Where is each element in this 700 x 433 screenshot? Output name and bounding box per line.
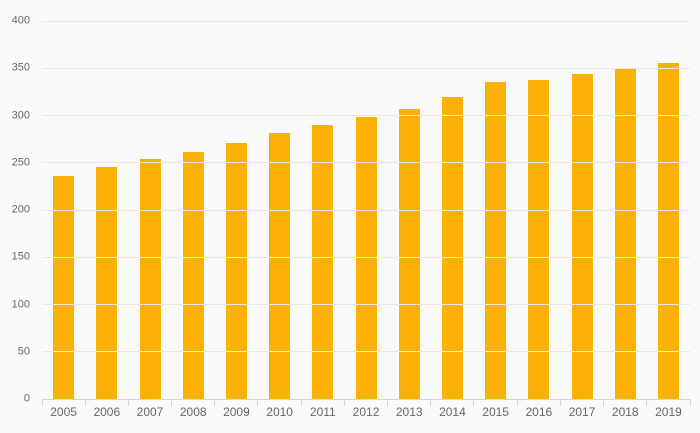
bar-slot-2009 xyxy=(215,21,258,399)
bar-2011[interactable] xyxy=(312,124,334,399)
bar-2017[interactable] xyxy=(571,73,593,399)
x-axis-tick xyxy=(516,400,518,406)
bar-slot-2013 xyxy=(388,21,431,399)
bar-2008[interactable] xyxy=(182,152,204,399)
bar-2009[interactable] xyxy=(225,142,247,399)
y-tick-label-200: 200 xyxy=(11,203,30,216)
x-axis-tick xyxy=(387,400,389,406)
x-tick-label-2008: 2008 xyxy=(179,405,207,419)
bar-2014[interactable] xyxy=(441,96,463,399)
bar-2012[interactable] xyxy=(355,117,377,399)
x-axis-tick xyxy=(689,400,691,406)
gridline-250 xyxy=(42,162,690,164)
bar-slot-2012 xyxy=(344,21,387,399)
bar-2013[interactable] xyxy=(398,108,420,399)
y-tick-label-350: 350 xyxy=(11,61,30,74)
x-axis-tick xyxy=(41,400,43,406)
x-axis-tick xyxy=(603,400,605,406)
x-tick-label-2015: 2015 xyxy=(482,405,509,419)
x-axis-line xyxy=(42,399,691,400)
bar-2016[interactable] xyxy=(528,79,550,399)
x-axis-tick xyxy=(127,400,129,406)
x-tick-label-2007: 2007 xyxy=(136,405,164,419)
bar-slot-2010 xyxy=(258,21,301,399)
bar-slot-2007 xyxy=(128,21,171,399)
plot-area xyxy=(42,20,690,399)
bar-slot-2006 xyxy=(85,21,128,399)
bar-2006[interactable] xyxy=(96,166,118,399)
gridline-200 xyxy=(42,209,690,211)
y-tick-label-0: 0 xyxy=(23,392,30,405)
y-tick-label-50: 50 xyxy=(17,345,30,358)
x-tick-label-2009: 2009 xyxy=(223,405,250,419)
x-axis-tick xyxy=(214,400,216,406)
bar-slot-2019 xyxy=(647,21,690,399)
x-axis-tick xyxy=(559,400,561,406)
x-axis-tick xyxy=(646,400,648,406)
bar-2015[interactable] xyxy=(485,82,507,399)
y-tick-label-300: 300 xyxy=(11,109,30,121)
y-axis: 0 50 100 150 200 250 300 350 400 xyxy=(0,15,30,404)
x-axis-tick xyxy=(84,400,86,406)
bar-2019[interactable] xyxy=(657,62,679,399)
bar-slot-2005 xyxy=(42,21,85,399)
bar-2005[interactable] xyxy=(53,175,75,399)
bar-slot-2015 xyxy=(474,21,517,399)
bar-slot-2011 xyxy=(301,21,344,399)
bar-slot-2014 xyxy=(431,21,474,399)
x-tick-label-2016: 2016 xyxy=(525,405,553,419)
x-axis-tick xyxy=(430,400,432,406)
bar-slot-2008 xyxy=(172,21,215,399)
bars-container xyxy=(42,21,690,399)
x-axis-tick xyxy=(473,400,475,406)
gridline-300 xyxy=(42,115,690,116)
x-tick-label-2017: 2017 xyxy=(568,405,596,419)
x-tick-label-2005: 2005 xyxy=(50,405,77,419)
x-axis-tick xyxy=(257,400,259,406)
bar-slot-2016 xyxy=(517,21,560,399)
gridline-50 xyxy=(42,351,690,353)
gridline-400 xyxy=(42,20,690,22)
bar-2007[interactable] xyxy=(139,158,161,399)
y-tick-label-150: 150 xyxy=(11,250,30,263)
x-tick-label-2011: 2011 xyxy=(309,405,336,419)
x-axis-ticks xyxy=(41,400,691,406)
y-tick-label-250: 250 xyxy=(11,156,30,169)
gridline-350 xyxy=(42,67,690,69)
bar-slot-2018 xyxy=(604,21,647,399)
x-tick-label-2019: 2019 xyxy=(655,405,682,419)
x-tick-label-2006: 2006 xyxy=(93,405,121,419)
x-axis-tick xyxy=(300,400,302,406)
y-tick-label-400: 400 xyxy=(11,14,30,27)
x-axis: 2005 2006 2007 2008 2009 2010 2011 2012 2013 2014… xyxy=(42,405,690,419)
x-axis-tick xyxy=(343,400,345,406)
x-tick-label-2012: 2012 xyxy=(352,405,380,419)
y-tick-label-100: 100 xyxy=(11,298,30,310)
bar-2010[interactable] xyxy=(269,132,291,399)
x-tick-label-2014: 2014 xyxy=(439,405,466,419)
bar-2018[interactable] xyxy=(614,68,636,399)
x-axis-tick xyxy=(171,400,173,406)
x-tick-label-2013: 2013 xyxy=(395,405,423,419)
x-tick-label-2010: 2010 xyxy=(266,405,293,419)
bar-slot-2017 xyxy=(560,21,603,399)
gridline-100 xyxy=(42,304,690,305)
gridline-150 xyxy=(42,256,690,258)
x-tick-label-2018: 2018 xyxy=(611,405,639,419)
